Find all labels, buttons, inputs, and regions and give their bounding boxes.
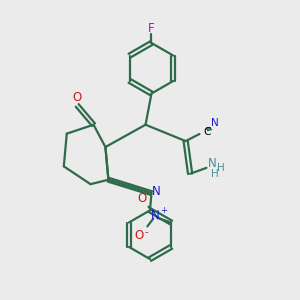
Text: -: - [144,227,148,237]
Text: +: + [160,206,167,215]
Text: N: N [152,185,161,198]
Text: N: N [208,157,217,170]
Text: F: F [148,22,155,34]
Text: C: C [203,128,210,137]
Text: H: H [217,163,225,173]
Text: O: O [135,230,144,242]
Text: O: O [72,92,81,104]
Text: N: N [211,118,219,128]
Text: N: N [150,208,159,222]
Text: O: O [137,192,147,205]
Text: H: H [211,169,219,179]
